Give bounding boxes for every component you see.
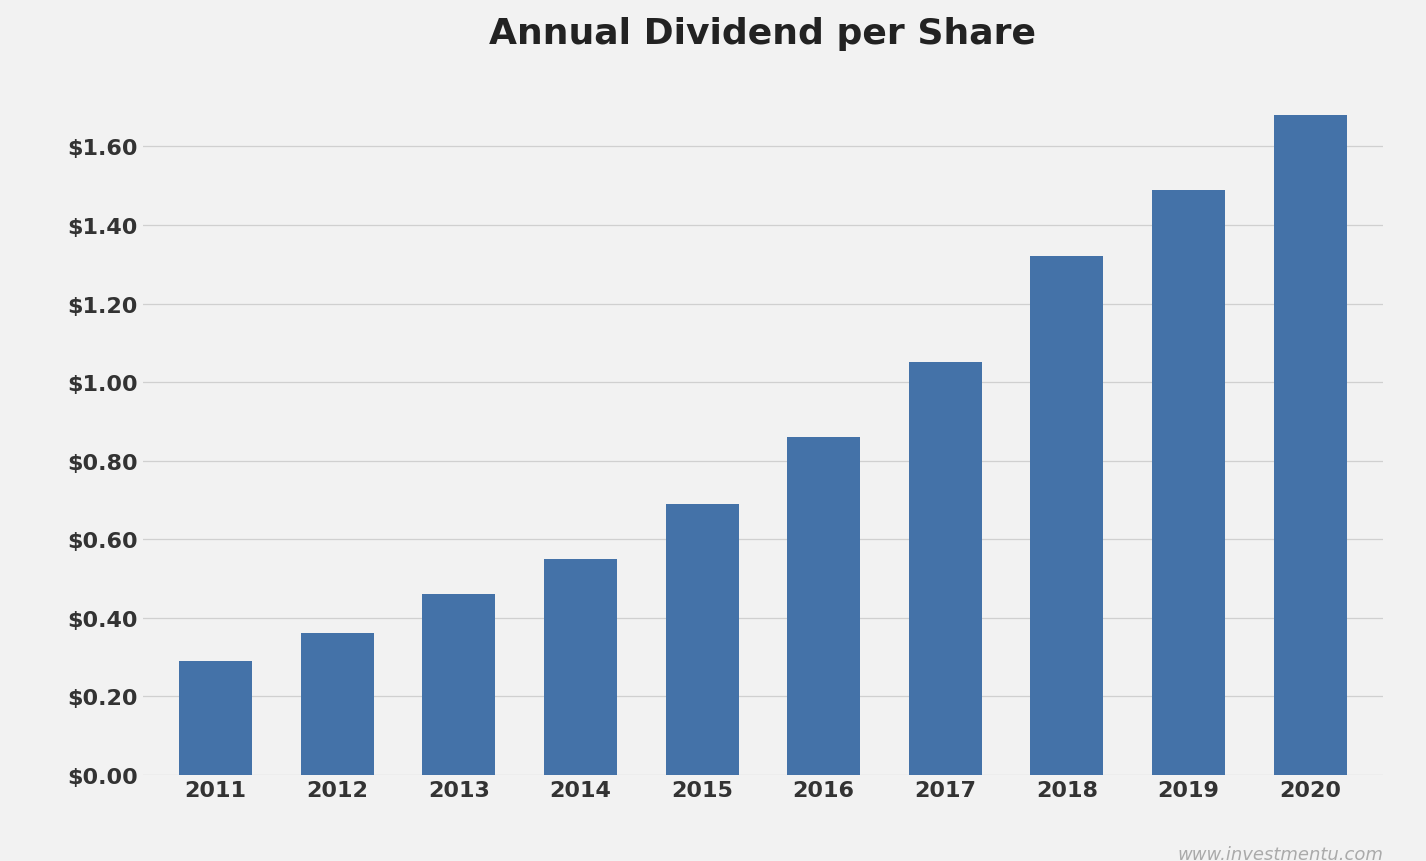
Bar: [301, 634, 374, 775]
Title: Annual Dividend per Share: Annual Dividend per Share: [489, 17, 1037, 51]
Bar: [908, 363, 983, 775]
Bar: [1031, 257, 1104, 775]
Bar: [1273, 116, 1346, 775]
Bar: [1152, 190, 1225, 775]
Bar: [543, 559, 617, 775]
Bar: [180, 661, 252, 775]
Bar: [666, 505, 739, 775]
Bar: [787, 437, 860, 775]
Bar: [422, 594, 495, 775]
Text: www.investmentu.com: www.investmentu.com: [1178, 846, 1383, 861]
